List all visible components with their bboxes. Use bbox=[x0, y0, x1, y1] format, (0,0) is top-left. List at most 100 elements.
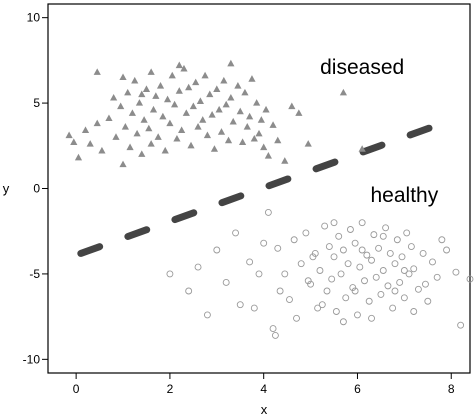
circle-point bbox=[429, 258, 436, 266]
triangle-point bbox=[168, 71, 176, 79]
triangle-point bbox=[224, 136, 233, 144]
triangle-point bbox=[81, 126, 90, 134]
circle-point bbox=[271, 331, 279, 339]
triangle-point bbox=[215, 105, 223, 113]
circle-point bbox=[384, 282, 392, 290]
triangle-point bbox=[128, 109, 136, 116]
triangle-point bbox=[163, 95, 172, 103]
circle-point bbox=[466, 275, 474, 283]
triangle-point bbox=[119, 160, 127, 168]
circle-point bbox=[422, 280, 429, 288]
circle-point bbox=[375, 244, 383, 252]
diseased-points bbox=[65, 59, 366, 168]
triangle-point bbox=[220, 76, 228, 84]
triangle-point bbox=[121, 123, 129, 130]
triangle-point bbox=[159, 112, 167, 120]
circle-point bbox=[400, 267, 408, 274]
triangle-point bbox=[253, 99, 261, 106]
triangle-point bbox=[105, 114, 113, 122]
circle-point bbox=[391, 260, 399, 268]
triangle-point bbox=[274, 136, 282, 144]
circle-point bbox=[346, 226, 354, 233]
circle-point bbox=[222, 279, 230, 286]
triangle-point bbox=[262, 105, 270, 113]
triangle-point bbox=[206, 90, 214, 98]
triangle-point bbox=[192, 78, 200, 86]
triangle-point bbox=[264, 152, 272, 159]
circle-point bbox=[321, 222, 329, 230]
circle-point bbox=[368, 256, 375, 264]
circle-point bbox=[393, 236, 401, 244]
triangle-point bbox=[246, 112, 254, 120]
annotation-diseased: diseased bbox=[320, 56, 404, 79]
circle-point bbox=[372, 273, 380, 281]
y-tick-label: 0 bbox=[33, 182, 40, 196]
triangle-point bbox=[147, 140, 155, 147]
triangle-point bbox=[117, 102, 125, 110]
circle-point bbox=[349, 284, 357, 292]
circle-point bbox=[316, 267, 324, 274]
y-axis: 10 5 0 -5 -10 bbox=[23, 11, 48, 366]
circle-point bbox=[443, 246, 451, 254]
x-axis-label: x bbox=[261, 402, 268, 417]
circle-point bbox=[276, 287, 284, 295]
circle-point bbox=[330, 219, 338, 227]
circle-point bbox=[314, 304, 322, 312]
y-tick-label: 5 bbox=[33, 96, 40, 110]
circle-point bbox=[410, 308, 418, 315]
circle-point bbox=[339, 318, 347, 326]
triangle-point bbox=[110, 93, 118, 101]
triangle-point bbox=[124, 88, 132, 96]
circle-point bbox=[337, 270, 345, 278]
triangle-point bbox=[189, 102, 197, 110]
circle-point bbox=[342, 294, 350, 302]
healthy-points bbox=[166, 208, 474, 339]
circle-point bbox=[354, 311, 361, 319]
circle-point bbox=[274, 244, 282, 252]
circle-point bbox=[356, 263, 364, 271]
x-tick-label: 2 bbox=[167, 382, 174, 396]
circle-point bbox=[379, 267, 387, 274]
circle-point bbox=[246, 258, 254, 266]
circle-point bbox=[403, 229, 411, 237]
circle-point bbox=[236, 301, 244, 309]
circle-point bbox=[351, 239, 359, 247]
data-points bbox=[65, 59, 474, 339]
circle-point bbox=[318, 301, 326, 309]
triangle-point bbox=[187, 141, 195, 149]
circle-point bbox=[400, 294, 408, 302]
boundary-line bbox=[77, 120, 446, 257]
circle-point bbox=[166, 270, 174, 278]
triangle-point bbox=[236, 107, 244, 115]
triangle-point bbox=[288, 102, 296, 110]
y-tick-label: -5 bbox=[29, 267, 40, 281]
circle-point bbox=[213, 246, 221, 254]
circle-point bbox=[410, 265, 418, 273]
triangle-point bbox=[93, 68, 101, 75]
y-axis-label: y bbox=[3, 181, 10, 196]
triangle-point bbox=[217, 128, 226, 135]
circle-point bbox=[414, 285, 422, 293]
triangle-point bbox=[194, 123, 202, 130]
circle-point bbox=[335, 232, 343, 240]
circle-point bbox=[419, 249, 427, 257]
circle-point bbox=[365, 297, 373, 305]
y-tick-label: 10 bbox=[27, 11, 41, 25]
circle-point bbox=[293, 314, 300, 322]
circle-point bbox=[325, 243, 333, 251]
triangle-point bbox=[241, 88, 249, 96]
circle-point bbox=[377, 290, 385, 298]
triangle-point bbox=[145, 124, 153, 132]
triangle-point bbox=[208, 111, 216, 118]
x-tick-label: 4 bbox=[260, 382, 267, 396]
triangle-point bbox=[248, 75, 256, 82]
triangle-point bbox=[199, 116, 207, 123]
circle-point bbox=[323, 287, 331, 295]
x-tick-label: 8 bbox=[448, 382, 455, 396]
circle-point bbox=[379, 232, 387, 240]
triangle-point bbox=[243, 123, 251, 130]
triangle-point bbox=[260, 143, 268, 151]
circle-point bbox=[358, 219, 366, 227]
circle-point bbox=[260, 239, 268, 247]
